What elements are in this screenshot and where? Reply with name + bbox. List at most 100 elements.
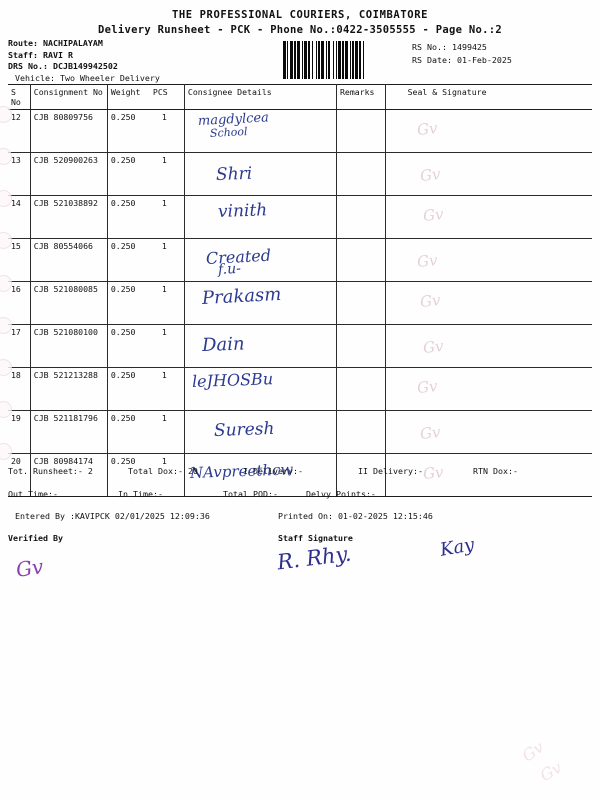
vehicle-field: Vehicle: Two Wheeler Delivery [15,72,160,83]
cell-seal-signature: Gv [384,281,592,325]
cell-pcs: 1 [149,453,185,497]
cell-weight: 0.250 [106,238,150,282]
cell-pcs: 1 [149,367,185,411]
cell-pcs: 1 [149,238,185,282]
seal-stamp-mark: Gv [421,336,444,358]
binder-mark [0,190,12,207]
cell-pcs: 1 [149,109,185,153]
seal-stamp-mark: Gv [415,376,438,398]
cell-consignee-details: Prakasm [183,281,337,325]
tot-runsheet-value: Tot. Runsheet:- 2 [8,466,93,476]
rs-no-field: RS No.: 1499425 [412,42,487,52]
table-row: 18 CJB 521213288 0.250 1 leJHOSBu Gv [8,367,592,411]
cell-weight: 0.250 [106,195,150,239]
cell-consignee-details: leJHOSBu [183,367,337,411]
table-row: 12 CJB 80809756 0.250 1 magdylcea School Gv [8,109,592,153]
binder-mark [0,443,12,460]
consignee-handwriting: vinith [217,200,268,222]
cell-remarks [335,367,386,411]
cell-sno: 14 [8,195,31,239]
cell-consignment-no: CJB 80554066 [29,238,108,282]
cell-remarks [335,152,386,196]
cell-pcs: 1 [149,410,185,454]
cell-sno: 12 [8,109,31,153]
i-delivery-value: I Delivery:- [243,466,303,476]
cell-seal-signature: Gv [384,195,592,239]
col-header-pcs: PCS [149,84,185,110]
seal-stamp-mark: Gv [415,250,438,272]
cell-pcs: 1 [149,281,185,325]
bleed-through-mark: Gv [518,737,548,766]
cell-remarks [335,109,386,153]
table-row: 14 CJB 521038892 0.250 1 vinith Gv [8,195,592,239]
table-row: 15 CJB 80554066 0.250 1 Created f.u- Gv [8,238,592,282]
document-subtitle: Delivery Runsheet - PCK - Phone No.:0422… [98,24,502,36]
col-header-sno: S No [8,84,31,110]
rtn-dox-value: RTN Dox:- [473,466,518,476]
cell-consignee-details: magdylcea School [183,109,337,153]
verified-by-signature: Gv [14,554,45,582]
cell-seal-signature: Gv [384,367,592,411]
cell-weight: 0.250 [106,367,150,411]
route-field: Route: NACHIPALAYAM [8,38,103,48]
total-pod-value: Total POD:- [223,489,278,499]
entered-by-value: Entered By :KAVIPCK 02/01/2025 12:09:36 [15,511,210,521]
ii-delivery-value: II Delivery:- [358,466,423,476]
header-meta-right: RS No.: 1499425 RS Date: 01-Feb-2025 [412,41,512,67]
summary-row-3: Entered By :KAVIPCK 02/01/2025 12:09:36 … [8,511,592,522]
seal-stamp-mark: Gv [415,118,438,140]
cell-sno: 19 [8,410,31,454]
cell-weight: 0.250 [106,109,150,153]
total-dox-value: Total Dox:- 20 [128,466,198,476]
delvy-points-value: Delvy Points:- [306,489,376,499]
second-signature-ink: Kay [438,534,476,561]
consignee-handwriting: Shri [215,163,253,185]
cell-sno: 20 [8,453,31,497]
cell-consignment-no: CJB 521080085 [29,281,108,325]
cell-remarks [335,195,386,239]
col-header-seal: Seal & Signature [384,84,592,110]
cell-consignment-no: CJB 521213288 [29,367,108,411]
cell-weight: 0.250 [106,453,150,497]
cell-consignee-details: Dain [183,324,337,368]
col-header-consignee: Consignee Details [183,84,337,110]
cell-seal-signature: Gv [384,410,592,454]
company-title: THE PROFESSIONAL COURIERS, COIMBATORE [171,9,429,21]
cell-remarks [335,281,386,325]
cell-weight: 0.250 [106,324,150,368]
cell-weight: 0.250 [106,281,150,325]
consignment-table: S No Consignment No Weight PCS Consignee… [8,84,592,497]
table-row: 20 CJB 80984174 0.250 1 NAvpreethcw Gv [8,453,592,497]
binder-mark [0,232,12,249]
table-row: 17 CJB 521080100 0.250 1 Dain Gv [8,324,592,368]
in-time-value: In Time:- [118,489,163,499]
cell-consignment-no: CJB 521080100 [29,324,108,368]
cell-pcs: 1 [149,152,185,196]
staff-signature-ink: R. Rhy. [275,541,353,575]
summary-row-1: Tot. Runsheet:- 2 Total Dox:- 20 I Deliv… [8,466,592,477]
binder-mark [0,401,12,418]
cell-sno: 17 [8,324,31,368]
binder-mark [0,148,12,165]
seal-stamp-mark: Gv [418,422,441,444]
col-header-weight: Weight [106,84,150,110]
cell-seal-signature: Gv [384,238,592,282]
cell-weight: 0.250 [106,410,150,454]
staff-signature-label: Staff Signature [278,533,353,543]
cell-consignee-details: NAvpreethcw [183,453,337,497]
col-header-consignment: Consignment No [29,84,108,110]
cell-seal-signature: Gv [384,109,592,153]
cell-pcs: 1 [149,195,185,239]
consignee-handwriting: Suresh [213,418,275,441]
consignee-handwriting-line2: School [209,125,248,140]
summary-row-2: Out Time:- In Time:- Total POD:- Delvy P… [8,489,592,500]
staff-field: Staff: RAVI R [8,49,73,60]
printed-on-value: Printed On: 01-02-2025 12:15:46 [278,511,433,521]
cell-consignee-details: vinith [183,195,337,239]
consignee-handwriting: Prakasm [201,283,282,309]
binder-mark [0,275,12,292]
consignee-handwriting: Dain [201,333,245,356]
seal-stamp-mark: Gv [418,164,441,186]
cell-consignee-details: Shri [183,152,337,196]
